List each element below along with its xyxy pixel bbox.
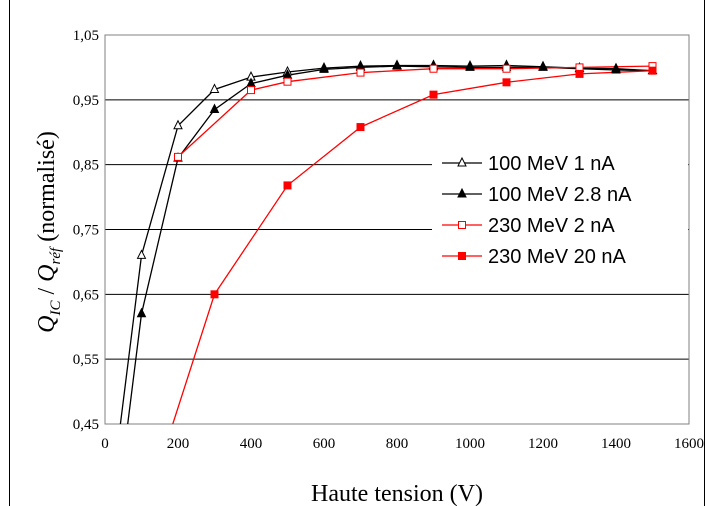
data-point: [136, 307, 147, 318]
data-point: [502, 78, 511, 87]
data-point: [575, 69, 584, 78]
y-axis-q2: Q: [34, 264, 60, 281]
x-tick-label: 0: [101, 436, 109, 452]
data-point: [136, 249, 147, 259]
y-tick-labels: 0,45 0,55 0,65 0,75 0,85 0,95 1,05: [73, 28, 99, 433]
legend-marker: [457, 187, 467, 198]
y-axis-suffix: (normalisé): [34, 131, 60, 248]
legend-item: 100 MeV 1 nA: [442, 153, 615, 175]
y-tick-label: 0,95: [73, 93, 99, 109]
data-point: [429, 64, 438, 73]
data-point: [611, 63, 621, 74]
y-tick-label: 0,65: [73, 287, 99, 303]
y-axis-title: QIC / Qréf (normalisé): [34, 131, 64, 333]
y-axis-q1: Q: [34, 315, 60, 332]
data-point: [392, 60, 402, 70]
data-point: [209, 83, 220, 93]
series-markers: [136, 59, 658, 318]
series-lines: [119, 64, 653, 424]
y-axis-sep: /: [34, 282, 60, 301]
data-point: [210, 290, 219, 299]
legend-label: 100 MeV 1 nA: [488, 153, 615, 175]
legend-item: 230 MeV 20 nA: [442, 246, 627, 268]
y-tick-label: 1,05: [73, 28, 99, 44]
x-tick-label: 1400: [601, 436, 631, 452]
plot-area: [104, 34, 690, 425]
data-point: [502, 64, 511, 73]
data-point: [283, 77, 292, 86]
data-point: [356, 123, 365, 132]
y-axis-sub1: IC: [48, 299, 64, 316]
figure-frame: [9, 0, 705, 506]
data-point: [538, 61, 548, 71]
x-tick-label: 1200: [528, 436, 558, 452]
y-tick-label: 0,45: [73, 417, 99, 433]
data-point: [356, 68, 365, 77]
data-point: [319, 63, 329, 73]
x-tick-label: 800: [386, 436, 409, 452]
series-line: [172, 70, 653, 424]
data-point: [174, 152, 182, 161]
legend-marker: [457, 156, 467, 167]
data-point: [429, 90, 438, 99]
y-tick-label: 0,85: [73, 158, 99, 174]
data-point: [648, 66, 657, 75]
legend-item: 230 MeV 2 nA: [442, 215, 615, 237]
legend-marker: [458, 221, 466, 229]
legend: 100 MeV 1 nA 100 MeV 2.8 nA 230 MeV 2 nA 23…: [432, 127, 688, 268]
x-tick-labels: 0 200 400 600 800 1000 1200 1400 1600: [101, 436, 704, 452]
series-line: [177, 65, 653, 158]
y-tick-label: 0,55: [73, 352, 99, 368]
y-axis-sub2: réf: [48, 246, 64, 264]
x-tick-label: 600: [313, 436, 336, 452]
x-tick-label: 1000: [455, 436, 485, 452]
legend-label: 100 MeV 2.8 nA: [488, 184, 632, 206]
legend-marker: [458, 252, 466, 260]
data-point: [173, 119, 183, 130]
data-point: [283, 181, 292, 190]
data-point: [247, 86, 255, 95]
x-axis-title: Haute tension (V): [311, 481, 483, 506]
legend-background: [432, 127, 688, 259]
legend-label: 230 MeV 20 nA: [488, 246, 627, 268]
legend-label: 230 MeV 2 nA: [488, 215, 615, 237]
legend-item: 100 MeV 2.8 nA: [442, 184, 632, 206]
x-tick-label: 400: [240, 436, 263, 452]
data-point: [209, 103, 220, 114]
x-tick-label: 1600: [674, 436, 704, 452]
x-tick-label: 200: [167, 436, 190, 452]
data-point: [575, 63, 584, 72]
y-tick-label: 0,75: [73, 223, 99, 239]
data-point: [465, 61, 475, 71]
